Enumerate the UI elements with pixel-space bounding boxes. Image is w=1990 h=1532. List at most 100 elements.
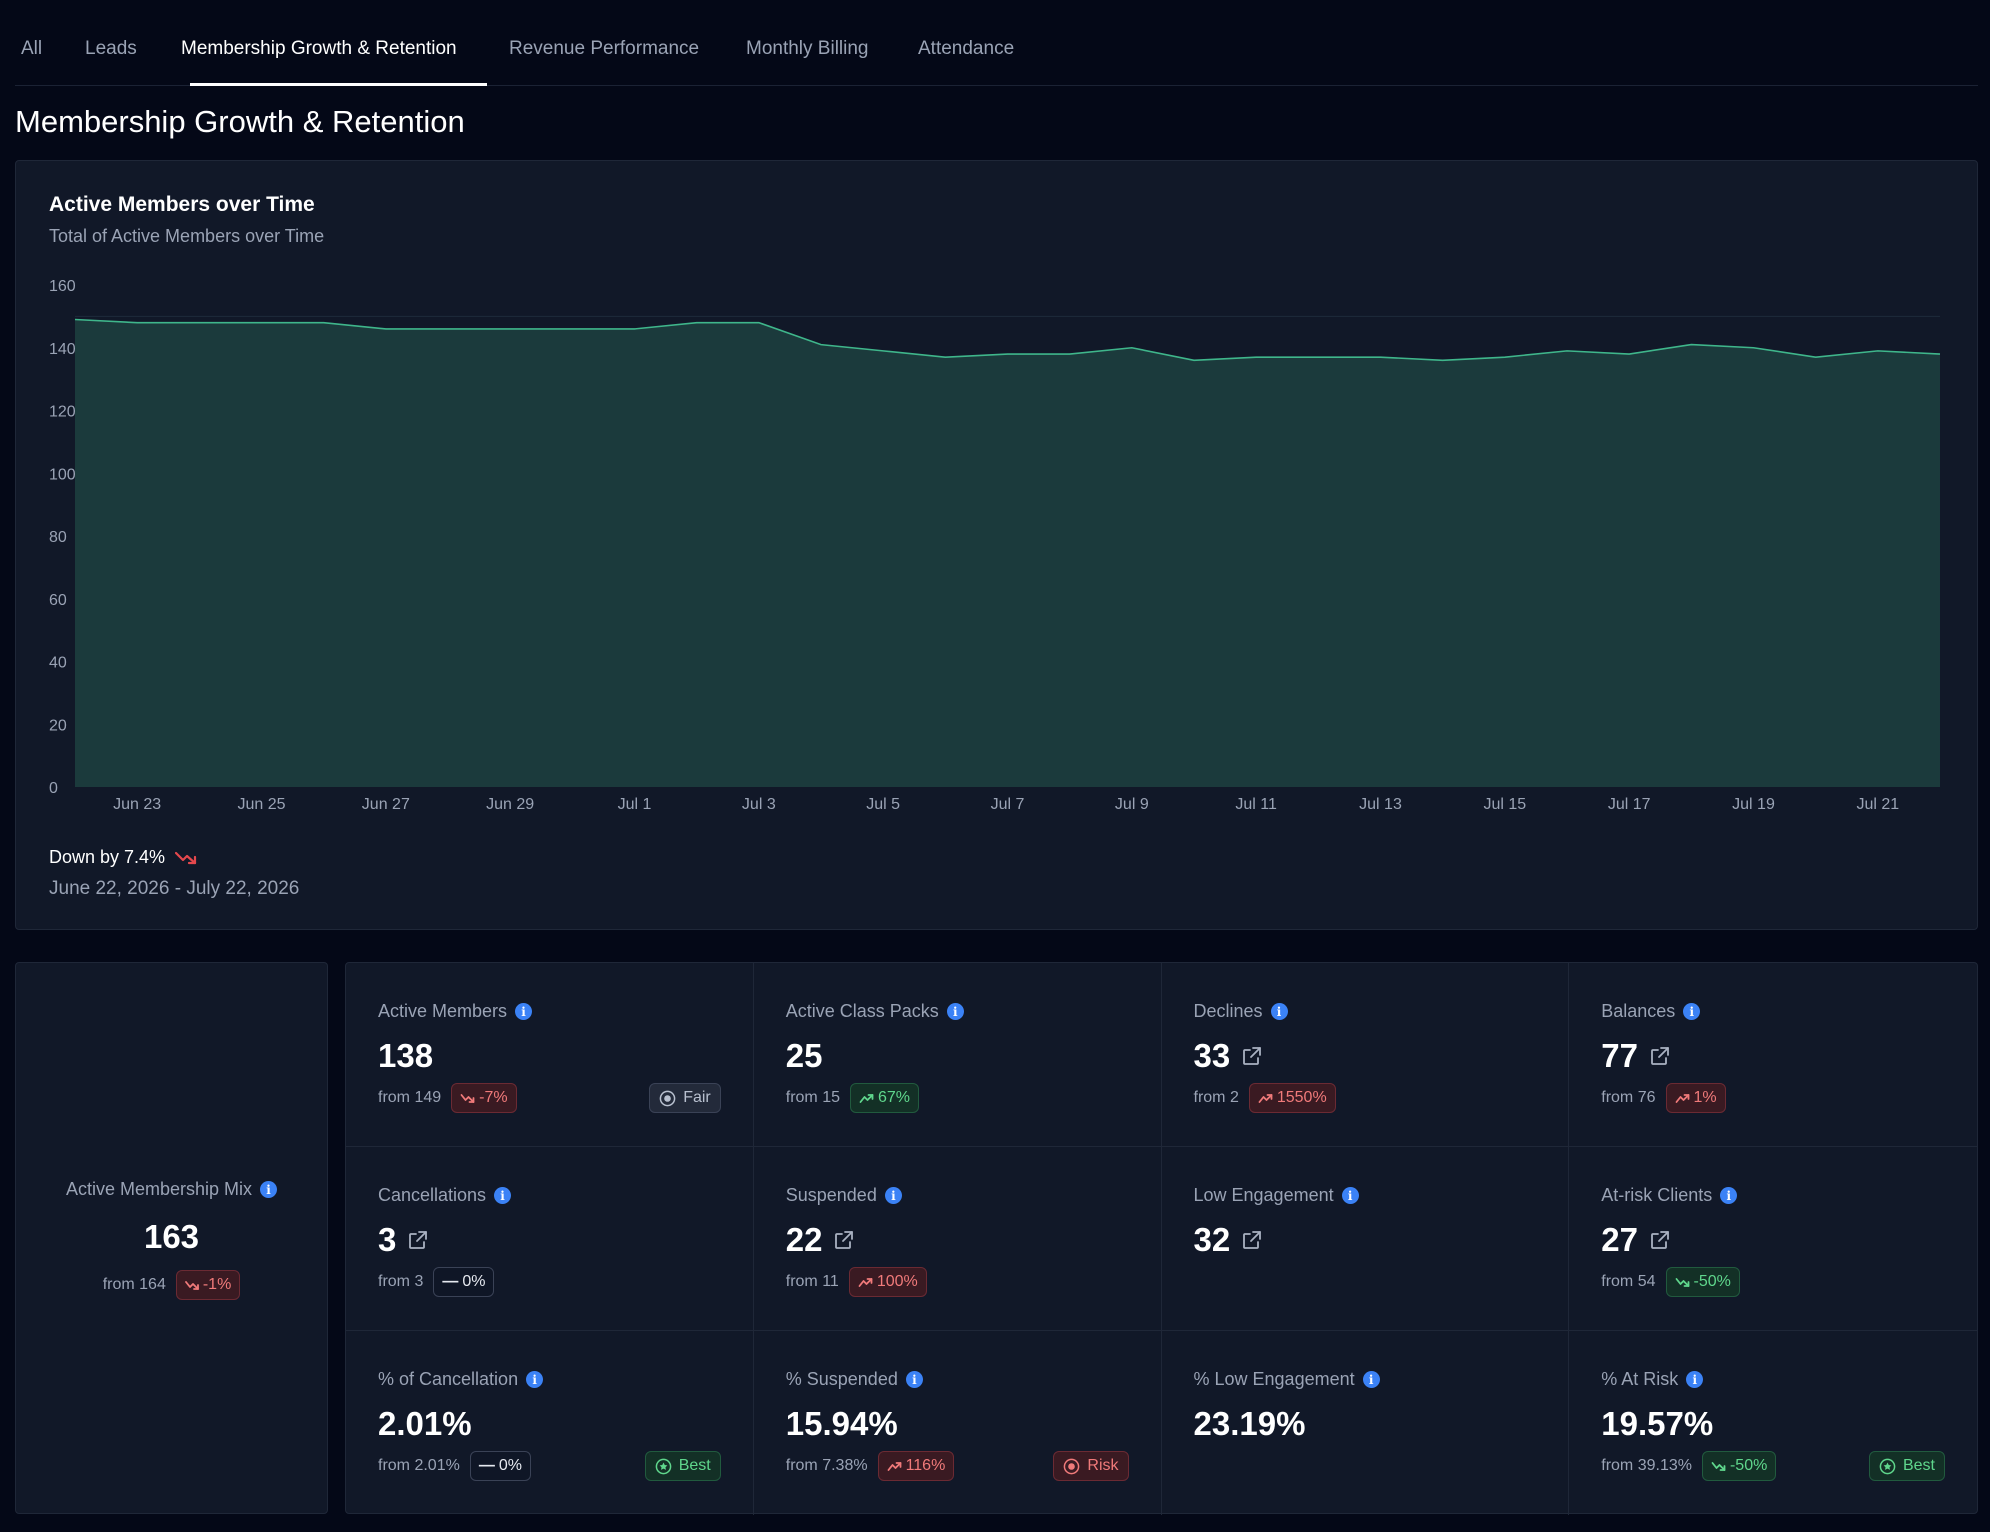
stat-label-row: Low Engagement i: [1194, 1185, 1359, 1206]
stat-label: Declines: [1193, 1001, 1263, 1021]
external-link-icon[interactable]: [1648, 1228, 1672, 1252]
stat-label: % Suspended: [785, 1369, 898, 1389]
info-icon[interactable]: i: [1683, 1003, 1701, 1020]
info-icon[interactable]: i: [1362, 1371, 1380, 1388]
stat-value-row: 23.19%: [1194, 1405, 1306, 1443]
status-badge: Best: [644, 1451, 721, 1481]
status-label: Fair: [683, 1089, 711, 1106]
x-tick-label: Jul 7: [991, 796, 1025, 813]
info-icon[interactable]: i: [1341, 1187, 1359, 1204]
stats-grid: Active Members i 138 from 149 -7% Fair Active …: [345, 962, 1978, 1515]
tab-attendance[interactable]: Attendance: [918, 38, 1015, 59]
stat-label: Low Engagement: [1193, 1185, 1334, 1205]
stat-from: from 39.13%: [1601, 1457, 1692, 1474]
info-icon[interactable]: i: [515, 1003, 533, 1020]
stat-label-row: % Low Engagement i: [1194, 1369, 1380, 1390]
stat-value-row: 27: [1601, 1221, 1672, 1259]
stat-value-row: 25: [786, 1037, 823, 1075]
y-tick-label: 20: [49, 717, 67, 734]
stat-card-pct-at-risk[interactable]: % At Risk i 19.57% from 39.13% -50% Best: [1569, 1331, 1977, 1515]
tab-membership-growth-retention[interactable]: Membership Growth & Retention: [181, 38, 457, 59]
stat-from: from 149: [378, 1089, 442, 1106]
external-link-icon[interactable]: [1648, 1044, 1672, 1068]
x-tick-label: Jul 3: [742, 796, 776, 813]
tab-leads[interactable]: Leads: [85, 38, 137, 59]
stat-label-row: Declines i: [1194, 1001, 1288, 1022]
stat-from: from 11: [785, 1273, 839, 1290]
stat-comparison: from 15 67%: [786, 1083, 920, 1113]
info-icon[interactable]: i: [1686, 1371, 1704, 1388]
active-members-chart-card: Active Members over Time Total of Active…: [15, 160, 1978, 930]
stat-label-row: % of Cancellation i: [378, 1369, 544, 1390]
active-membership-mix-card[interactable]: Active Membership Mix i 163 from 164 -1%: [15, 962, 328, 1514]
trend-up-icon: [859, 1093, 874, 1103]
stat-comparison: from 2.01% —0%: [378, 1451, 531, 1481]
info-icon[interactable]: i: [260, 1181, 278, 1198]
info-icon[interactable]: i: [884, 1187, 902, 1204]
stat-value: 23.19%: [1193, 1405, 1306, 1442]
change-value: 0%: [498, 1457, 522, 1474]
stat-value-row: 19.57%: [1601, 1405, 1713, 1443]
stat-comparison: from 39.13% -50%: [1601, 1451, 1777, 1481]
info-icon[interactable]: i: [946, 1003, 964, 1020]
stat-label-row: % Suspended i: [786, 1369, 923, 1390]
stat-label-row: % At Risk i: [1601, 1369, 1704, 1390]
stat-card-declines[interactable]: Declines i 33 from 2 1550%: [1161, 963, 1570, 1147]
external-link-icon[interactable]: [832, 1228, 856, 1252]
stat-card-pct-low-engagement[interactable]: % Low Engagement i 23.19%: [1162, 1331, 1570, 1515]
y-tick-label: 100: [49, 466, 76, 483]
fair-dot-icon: [659, 1090, 676, 1106]
stat-card-at-risk-clients[interactable]: At-risk Clients i 27 from 54 -50%: [1569, 1147, 1977, 1331]
stat-card-active-members[interactable]: Active Members i 138 from 149 -7% Fair: [346, 963, 754, 1147]
change-chip: -50%: [1665, 1267, 1740, 1297]
y-tick-label: 60: [49, 592, 67, 609]
trend-down-icon: [460, 1093, 475, 1103]
stat-card-low-engagement[interactable]: Low Engagement i 32: [1161, 1147, 1570, 1331]
active-members-area-chart: 0 20 40 60 80 100 120 140 160 Jun 23 Jun 25 Jun 27 J…: [49, 278, 1941, 813]
star-badge-icon: [655, 1458, 672, 1474]
change-chip: —0%: [433, 1267, 495, 1297]
status-label: Best: [1902, 1457, 1935, 1474]
x-tick-label: Jul 19: [1732, 796, 1775, 813]
stat-label-row: At-risk Clients i: [1601, 1185, 1738, 1206]
info-icon[interactable]: i: [526, 1371, 544, 1388]
x-tick-label: Jul 15: [1483, 796, 1526, 813]
stat-card-cancellations[interactable]: Cancellations i 3 from 3 —0%: [346, 1147, 754, 1331]
change-chip: —0%: [469, 1451, 531, 1481]
stat-from: from 76: [1601, 1089, 1656, 1106]
stat-value-row: 33: [1194, 1037, 1265, 1075]
change-chip: 100%: [848, 1267, 927, 1297]
stat-from: from 7.38%: [785, 1457, 868, 1474]
tab-all[interactable]: All: [21, 38, 43, 59]
tab-monthly-billing[interactable]: Monthly Billing: [746, 38, 869, 59]
stat-card-balances[interactable]: Balances i 77 from 76 1%: [1569, 963, 1977, 1147]
stat-label-row: Active Members i: [378, 1001, 533, 1022]
stat-value-row: 3: [378, 1221, 430, 1259]
stat-label: Active Members: [378, 1001, 508, 1021]
external-link-icon[interactable]: [1240, 1228, 1264, 1252]
info-icon[interactable]: i: [905, 1371, 923, 1388]
info-icon[interactable]: i: [1720, 1187, 1738, 1204]
trend-up-icon: [1258, 1093, 1273, 1103]
stat-value: 3: [378, 1221, 397, 1258]
mix-comparison: from 164 -1%: [103, 1270, 241, 1300]
external-link-icon[interactable]: [1240, 1044, 1264, 1068]
flat-dash-icon: —: [442, 1273, 459, 1290]
info-icon[interactable]: i: [494, 1187, 512, 1204]
stat-label-row: Cancellations i: [378, 1185, 512, 1206]
external-link-icon[interactable]: [406, 1228, 430, 1252]
trend-text: Down by 7.4%: [49, 847, 166, 867]
stat-card-active-class-packs[interactable]: Active Class Packs i 25 from 15 67%: [753, 963, 1162, 1147]
stat-comparison: from 54 -50%: [1601, 1267, 1740, 1297]
tab-revenue-performance[interactable]: Revenue Performance: [509, 38, 700, 59]
change-value: -7%: [479, 1089, 508, 1106]
stat-card-pct-suspended[interactable]: % Suspended i 15.94% from 7.38% 116% Risk: [754, 1331, 1162, 1515]
stat-card-pct-of-cancellation[interactable]: % of Cancellation i 2.01% from 2.01% —0% Best: [346, 1331, 754, 1515]
change-value: 67%: [878, 1089, 911, 1106]
chart-subtitle: Total of Active Members over Time: [49, 226, 325, 246]
mix-label-row: Active Membership Mix i: [66, 1179, 278, 1200]
stat-card-suspended[interactable]: Suspended i 22 from 11 100%: [753, 1147, 1162, 1331]
stat-comparison: from 76 1%: [1601, 1083, 1726, 1113]
info-icon[interactable]: i: [1270, 1003, 1288, 1020]
